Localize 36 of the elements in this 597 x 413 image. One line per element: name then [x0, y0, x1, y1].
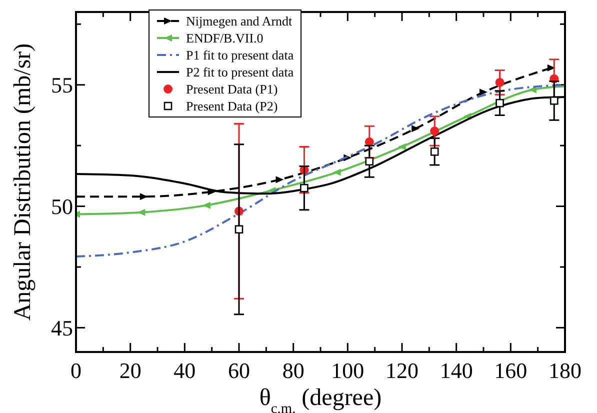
x-tick-label: 100	[331, 358, 364, 383]
point	[234, 225, 244, 234]
point	[365, 157, 374, 166]
x-tick-label: 40	[174, 358, 196, 383]
x-tick-label: 160	[494, 358, 528, 383]
point	[430, 147, 439, 156]
x-tick-label: 80	[282, 358, 304, 383]
point	[300, 184, 308, 192]
point	[430, 126, 440, 136]
y-tick-label: 50	[51, 194, 73, 219]
y-axis-title: Angular Distribution (mb/sr)	[10, 43, 36, 321]
y-tick-label: 45	[51, 315, 73, 340]
point	[495, 78, 504, 87]
x-tick-label: 0	[70, 358, 82, 383]
legend-label: ENDF/B.VII.0	[186, 30, 264, 46]
x-tick-label: 120	[386, 358, 418, 383]
point	[202, 202, 210, 209]
legend-label: Nijmegen and Arndt	[186, 14, 293, 29]
legend-label: Present Data (P2)	[186, 98, 278, 114]
point	[398, 143, 406, 150]
x-axis-title: θ$_{c.m.}$ (degree)	[259, 385, 382, 413]
legend-label: P1 fit to present data	[186, 48, 294, 63]
legend-label: Present Data (P1)	[186, 82, 278, 97]
point	[412, 125, 420, 132]
legend-label: P2 fit to present data	[186, 64, 294, 80]
x-tick-label: 60	[228, 358, 250, 383]
point	[332, 168, 341, 176]
y-tick-label: 55	[51, 72, 73, 98]
x-tick-label: 20	[119, 358, 142, 383]
point	[276, 176, 284, 184]
point	[480, 88, 488, 96]
point	[496, 98, 504, 108]
x-tick-label: 140	[440, 358, 473, 383]
point	[547, 64, 556, 72]
point	[550, 96, 558, 105]
x-tick-label: 180	[548, 358, 582, 383]
